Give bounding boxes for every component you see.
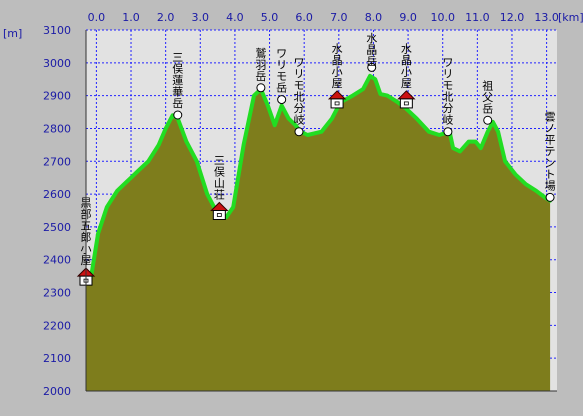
axes: 2000 2100 2200 2300 2400 2500 2600 2700 2800 2900… [3, 11, 583, 398]
y-tick-label: 2000 [43, 385, 71, 398]
x-tick-label: 0.0 [88, 11, 106, 24]
x-tick-label: 13.0 [534, 11, 559, 24]
x-tick-label: 9.0 [399, 11, 417, 24]
y-tick-label: 2800 [43, 122, 71, 135]
y-tick-label: 2700 [43, 155, 71, 168]
x-tick-label: 3.0 [192, 11, 210, 24]
profile-line [84, 73, 553, 279]
x-tick-label: 7.0 [330, 11, 348, 24]
waypoint-dot [277, 95, 287, 105]
x-tick-label: 2.0 [157, 11, 175, 24]
waypoint-dot [443, 127, 453, 137]
x-tick-label: 6.0 [295, 11, 313, 24]
waypoint-label: 三俣山荘 [214, 154, 225, 202]
y-tick-label: 3100 [43, 24, 71, 37]
waypoint-label: 雲ノ平テント場 [545, 110, 556, 192]
waypoint-dot [256, 83, 266, 93]
y-tick-label: 2200 [43, 319, 71, 332]
hut-icon-door [403, 101, 409, 106]
waypoint-label: ワリモ北分岐 [442, 56, 453, 127]
y-tick-label: 2300 [43, 287, 71, 300]
waypoint-label: 水晶小屋 [401, 42, 412, 90]
x-tick-label: 10.0 [430, 11, 455, 24]
waypoint-dot [173, 110, 183, 120]
waypoint-label: ワリモ岳 [276, 47, 287, 95]
waypoint-label: 鷲羽岳 [255, 46, 266, 83]
waypoint-label: ワリモ北分岐 [293, 56, 304, 127]
y-tick-label: 3000 [43, 57, 71, 70]
y-tick-label: 2600 [43, 188, 71, 201]
waypoint-markers [76, 62, 555, 286]
waypoint-dot [483, 115, 493, 125]
x-tick-label: 5.0 [261, 11, 279, 24]
waypoint-dot [367, 62, 377, 72]
waypoint-label: 祖父岳 [482, 78, 493, 115]
profile-area [84, 73, 553, 392]
y-tick-label: 2100 [43, 352, 71, 365]
x-tick-label: 11.0 [465, 11, 490, 24]
x-tick-label: 8.0 [365, 11, 383, 24]
y-tick-label: 2900 [43, 90, 71, 103]
waypoint-label: 水晶小屋 [332, 42, 343, 90]
hut-icon-door [334, 101, 340, 106]
x-tick-label: 12.0 [500, 11, 525, 24]
x-tick-label: 4.0 [226, 11, 244, 24]
y-tick-label: 2400 [43, 254, 71, 267]
waypoint-dot [545, 192, 555, 202]
x-tick-label: 1.0 [122, 11, 140, 24]
y-unit-label: [m] [3, 27, 22, 40]
waypoint-dot [294, 127, 304, 137]
profile-fill [86, 75, 551, 392]
y-tick-label: 2500 [43, 221, 71, 234]
waypoint-label: 水晶岳 [366, 32, 377, 68]
hut-icon-door [216, 213, 222, 217]
waypoint-label: 三俣蓮華岳 [172, 51, 183, 110]
x-unit-label: [km] [558, 11, 583, 24]
